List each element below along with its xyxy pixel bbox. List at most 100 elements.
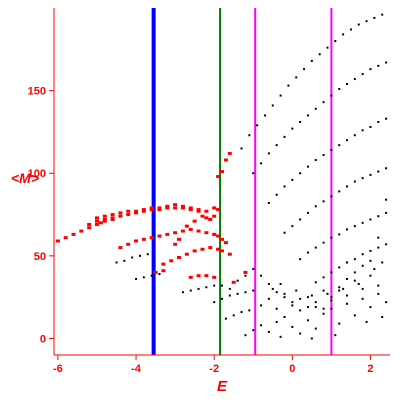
- data-point: [267, 282, 270, 285]
- data-point: [322, 289, 325, 292]
- data-point: [135, 277, 138, 280]
- data-point: [252, 172, 255, 175]
- data-point: [236, 279, 239, 282]
- data-point: [306, 211, 309, 214]
- data-point: [110, 213, 115, 217]
- data-point: [346, 185, 349, 188]
- data-point: [102, 218, 107, 222]
- data-point: [94, 216, 99, 220]
- data-point: [342, 287, 345, 290]
- data-point: [256, 124, 259, 127]
- data-point: [252, 289, 255, 292]
- data-point: [260, 274, 263, 277]
- data-point: [291, 304, 294, 307]
- data-point: [279, 94, 282, 97]
- data-point: [353, 258, 356, 261]
- data-point: [213, 301, 216, 304]
- data-point: [369, 249, 372, 252]
- data-point: [353, 271, 356, 274]
- data-point: [283, 315, 286, 318]
- data-point: [192, 249, 197, 253]
- data-point: [330, 271, 333, 274]
- data-point: [169, 259, 174, 263]
- data-point: [338, 286, 341, 289]
- data-point: [213, 284, 216, 287]
- data-point: [346, 139, 349, 142]
- data-point: [314, 281, 317, 284]
- data-point: [204, 216, 209, 220]
- data-point: [115, 261, 118, 264]
- data-point: [377, 215, 380, 218]
- data-point: [173, 242, 178, 246]
- data-point: [377, 292, 380, 295]
- data-point: [299, 297, 302, 300]
- data-point: [299, 121, 302, 124]
- data-point: [231, 280, 236, 284]
- data-point: [244, 334, 247, 337]
- data-point: [165, 204, 170, 208]
- data-point: [314, 205, 317, 208]
- data-point: [357, 23, 360, 26]
- data-point: [314, 327, 317, 330]
- data-point: [361, 264, 364, 267]
- data-point: [200, 247, 205, 251]
- data-point: [188, 275, 193, 279]
- data-point: [275, 144, 278, 147]
- data-point: [322, 154, 325, 157]
- data-point: [361, 129, 364, 132]
- data-point: [98, 221, 103, 225]
- y-tick-label: 0: [40, 333, 46, 345]
- data-point: [283, 231, 286, 234]
- data-point: [260, 324, 263, 327]
- data-point: [346, 277, 349, 280]
- data-point: [346, 302, 349, 305]
- data-point: [197, 287, 200, 290]
- data-point: [283, 292, 286, 295]
- data-point: [196, 208, 201, 212]
- data-point: [149, 206, 154, 210]
- data-point: [353, 134, 356, 137]
- data-point: [303, 68, 306, 71]
- data-point: [385, 198, 388, 201]
- data-point: [200, 214, 205, 218]
- data-point: [141, 209, 146, 213]
- data-point: [110, 218, 115, 222]
- data-point: [204, 209, 209, 213]
- x-axis-label: E: [217, 378, 228, 395]
- data-point: [189, 289, 192, 292]
- data-point: [134, 239, 139, 243]
- data-point: [361, 221, 364, 224]
- data-point: [353, 279, 356, 282]
- data-point: [180, 206, 185, 210]
- data-point: [314, 246, 317, 249]
- data-point: [165, 232, 170, 236]
- data-point: [310, 59, 313, 62]
- data-point: [377, 246, 380, 249]
- data-point: [385, 301, 388, 304]
- data-point: [267, 201, 270, 204]
- data-point: [322, 241, 325, 244]
- data-point: [373, 268, 376, 271]
- x-tick-label: 0: [289, 363, 295, 375]
- data-point: [134, 211, 139, 215]
- data-point: [118, 211, 123, 215]
- data-point: [87, 226, 92, 230]
- data-point: [221, 284, 223, 287]
- data-point: [322, 276, 325, 279]
- data-point: [196, 274, 201, 278]
- data-point: [330, 296, 333, 299]
- data-point: [267, 152, 270, 155]
- x-tick-label: 2: [367, 363, 373, 375]
- x-ticks: -6 -4 -2 0 2: [53, 355, 374, 375]
- data-point: [357, 282, 360, 285]
- data-point: [220, 170, 224, 174]
- data-point: [208, 246, 213, 250]
- data-point: [181, 291, 184, 294]
- data-point: [361, 177, 364, 180]
- data-point: [377, 64, 380, 67]
- data-point: [94, 222, 99, 226]
- data-point: [306, 165, 309, 168]
- data-point: [275, 291, 278, 294]
- data-point: [361, 253, 364, 256]
